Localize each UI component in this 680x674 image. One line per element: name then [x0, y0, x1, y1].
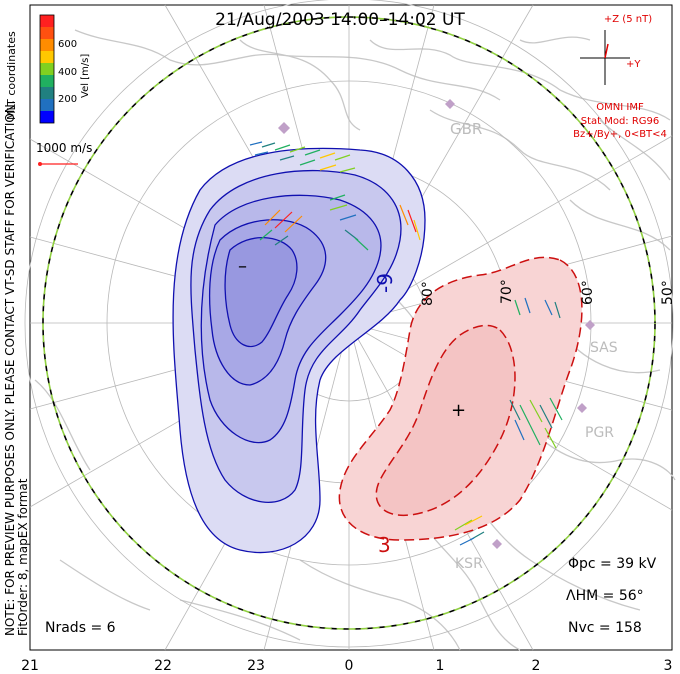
mlt-label-1: 1 [436, 658, 445, 674]
positive-cell [338, 256, 583, 541]
station-marker-top [278, 122, 290, 134]
side-note-fitorder: FitOrder: 8, mapEX format [16, 478, 30, 636]
stat-lambda-hm: ΛHM = 56° [566, 588, 644, 604]
side-note-preview: NOTE: FOR PREVIEW PURPOSES ONLY. PLEASE … [3, 100, 17, 636]
imf-vector [604, 43, 609, 59]
colorbar-tick-400: 400 [58, 67, 77, 78]
coords-label: MLT coordinates [5, 31, 18, 120]
vector-scale-dot [38, 162, 42, 166]
colorbar-tick-200: 200 [58, 94, 77, 105]
hm-boundary-green [42, 16, 656, 630]
mlt-label-23: 23 [247, 658, 265, 674]
potential-max-marker: + [451, 400, 466, 421]
imf-z-label: +Z (5 nT) [604, 14, 652, 25]
mlt-label-3: 3 [664, 658, 673, 674]
mlt-label-21: 21 [21, 658, 39, 674]
vector-group-mid [259, 194, 421, 251]
stat-phi-pc: Φpc = 39 kV [568, 556, 657, 572]
velocity-vectors [249, 141, 563, 546]
latitude-label-50: 50° [660, 280, 676, 305]
map-title: 21/Aug/2003 14:00–14:02 UT [215, 10, 465, 30]
imf-model: Stat Mod: RG96 [581, 116, 660, 127]
latitude-label-60: 60° [580, 280, 596, 305]
vector-scale-label: 1000 m/s [36, 141, 92, 155]
station-label-gbr: GBR [450, 120, 482, 138]
latitude-label-80: 80° [420, 281, 436, 306]
vector-group-bottom [454, 515, 485, 546]
stat-n-vc: Nvc = 158 [568, 620, 642, 636]
station-marker-ksr [492, 539, 502, 549]
imf-source: OMNI IMF [596, 102, 644, 113]
velocity-colorbar [39, 14, 55, 124]
station-marker-sas [585, 320, 595, 330]
contour-label-positive: 3 [378, 533, 391, 557]
mlt-label-2: 2 [532, 658, 541, 674]
stat-n-rads: Nrads = 6 [45, 620, 116, 636]
mlt-label-0: 0 [345, 658, 354, 674]
imf-y-label: +Y [626, 59, 641, 70]
station-label-sas: SAS [590, 340, 618, 356]
potential-min-marker: – [238, 256, 247, 277]
vector-group-dawn [509, 297, 563, 449]
mlt-label-22: 22 [154, 658, 172, 674]
station-label-ksr: KSR [455, 556, 483, 572]
imf-condition: Bz+/By+, 0<BT<4 [573, 129, 667, 140]
station-marker-gbr [445, 99, 455, 109]
contour-label-negative: -9 [373, 273, 397, 293]
station-markers [278, 99, 595, 549]
colorbar-unit-label: Vel [m/s] [80, 54, 91, 98]
station-label-pgr: PGR [585, 425, 614, 441]
colorbar-tick-600: 600 [58, 39, 77, 50]
station-marker-pgr [577, 403, 587, 413]
latitude-label-70: 70° [499, 279, 515, 304]
negative-cell [172, 147, 426, 554]
vector-group-top [249, 141, 356, 173]
